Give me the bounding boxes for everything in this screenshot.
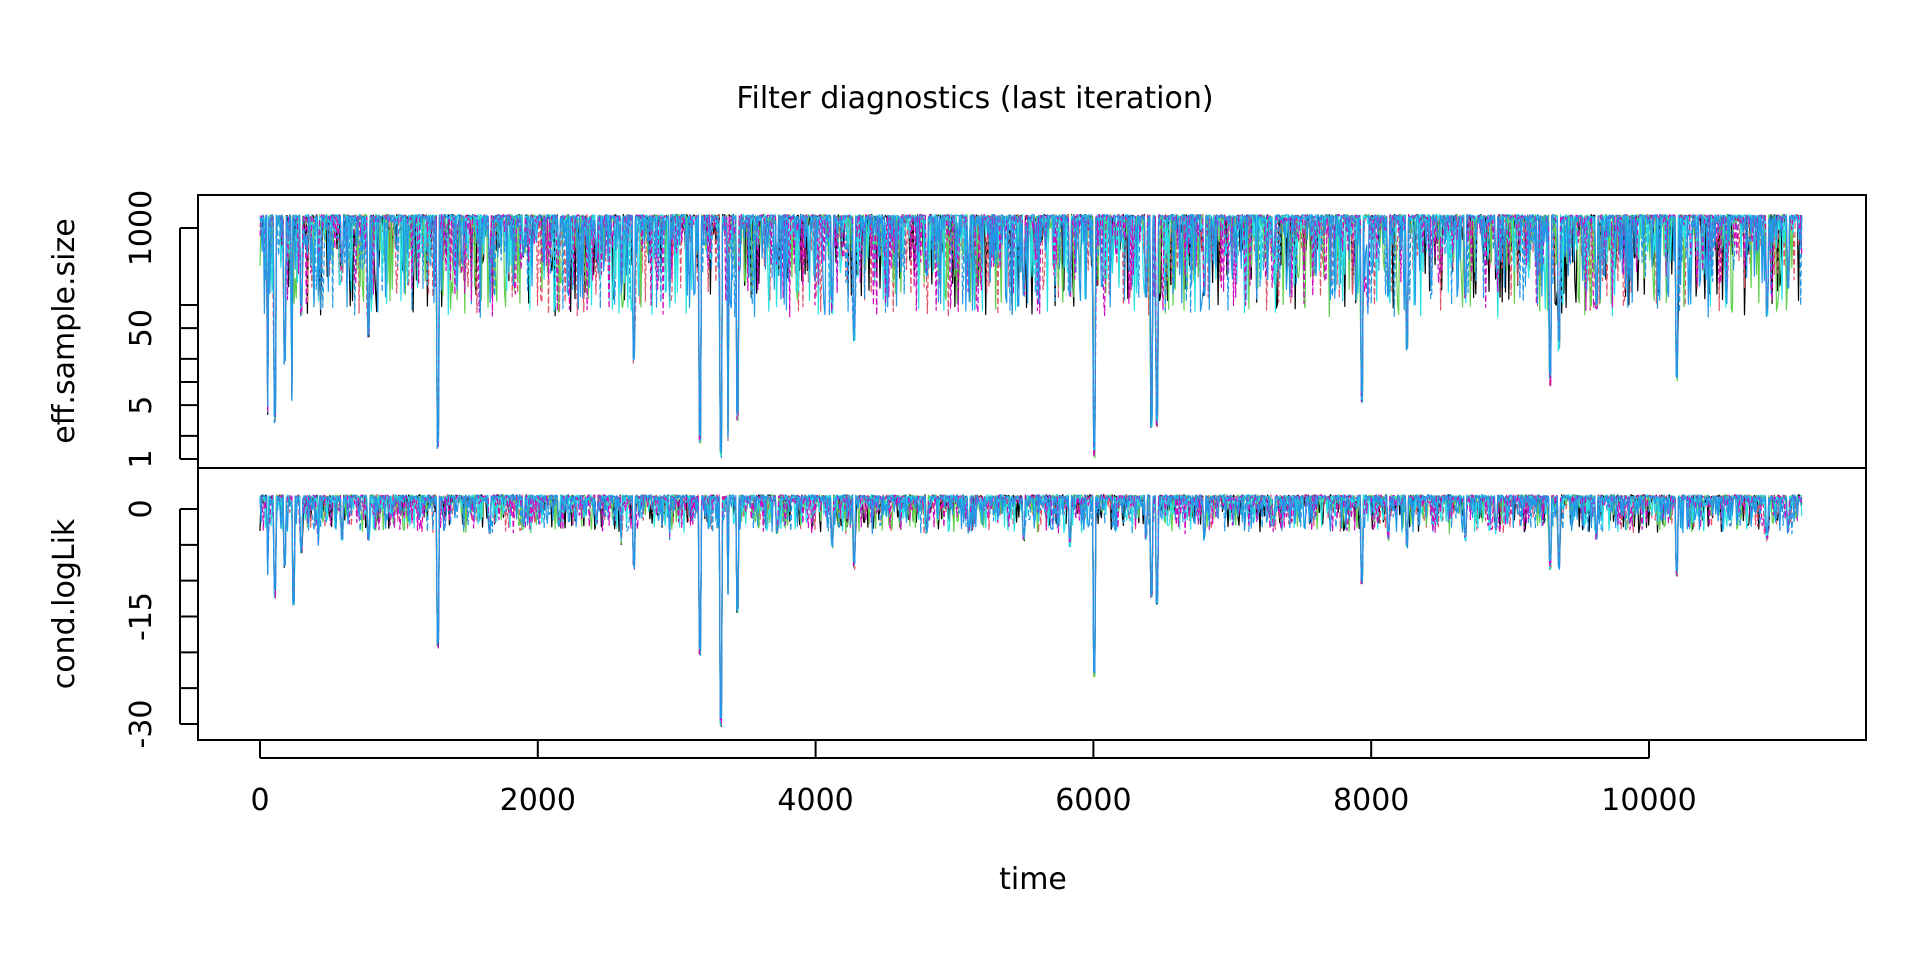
panel-eff-sample-size-y-axis: 1 5 50 1000 [124, 190, 198, 469]
panel-eff-sample-size-series [259, 213, 1803, 458]
panel-cond-loglik-y-axis: 0 -15 -30 [124, 499, 198, 749]
x-axis: 0 2000 4000 6000 8000 10000 [250, 740, 1697, 818]
series-line-2 [259, 494, 1803, 722]
x-tick-label: 0 [250, 783, 269, 818]
x-tick-label: 2000 [500, 783, 576, 818]
panel-cond-loglik: 0 -15 -30 cond.logLik [47, 467, 1867, 749]
series-line-7 [259, 213, 1803, 454]
series-line-1 [259, 494, 1803, 727]
panel-cond-loglik-y-label: cond.logLik [47, 518, 82, 689]
series-line-7 [259, 494, 1803, 719]
panel-eff-sample-size-y-label: eff.sample.size [47, 218, 82, 443]
chart-title: Filter diagnostics (last iteration) [736, 81, 1213, 116]
series-line-4 [259, 494, 1803, 728]
y-tick-label: 50 [124, 309, 159, 347]
x-tick-label: 4000 [777, 783, 853, 818]
panel-cond-loglik-frame [197, 467, 1867, 741]
panel-eff-sample-size: 1 5 50 1000 eff.sample.size [47, 190, 1867, 469]
x-tick-label: 8000 [1333, 783, 1409, 818]
y-tick-label: -15 [124, 592, 159, 641]
series-line-5 [259, 494, 1803, 726]
x-axis-title: time [999, 862, 1067, 897]
x-tick-label: 6000 [1055, 783, 1131, 818]
series-line-3 [259, 494, 1803, 727]
series-line-6 [259, 494, 1803, 725]
y-tick-label: 5 [124, 396, 159, 415]
panel-cond-loglik-series [259, 494, 1803, 728]
y-tick-label: 0 [124, 499, 159, 518]
y-tick-label: 1000 [124, 190, 159, 266]
x-tick-label: 10000 [1601, 783, 1696, 818]
y-tick-label: -30 [124, 700, 159, 749]
y-tick-label: 1 [124, 449, 159, 468]
